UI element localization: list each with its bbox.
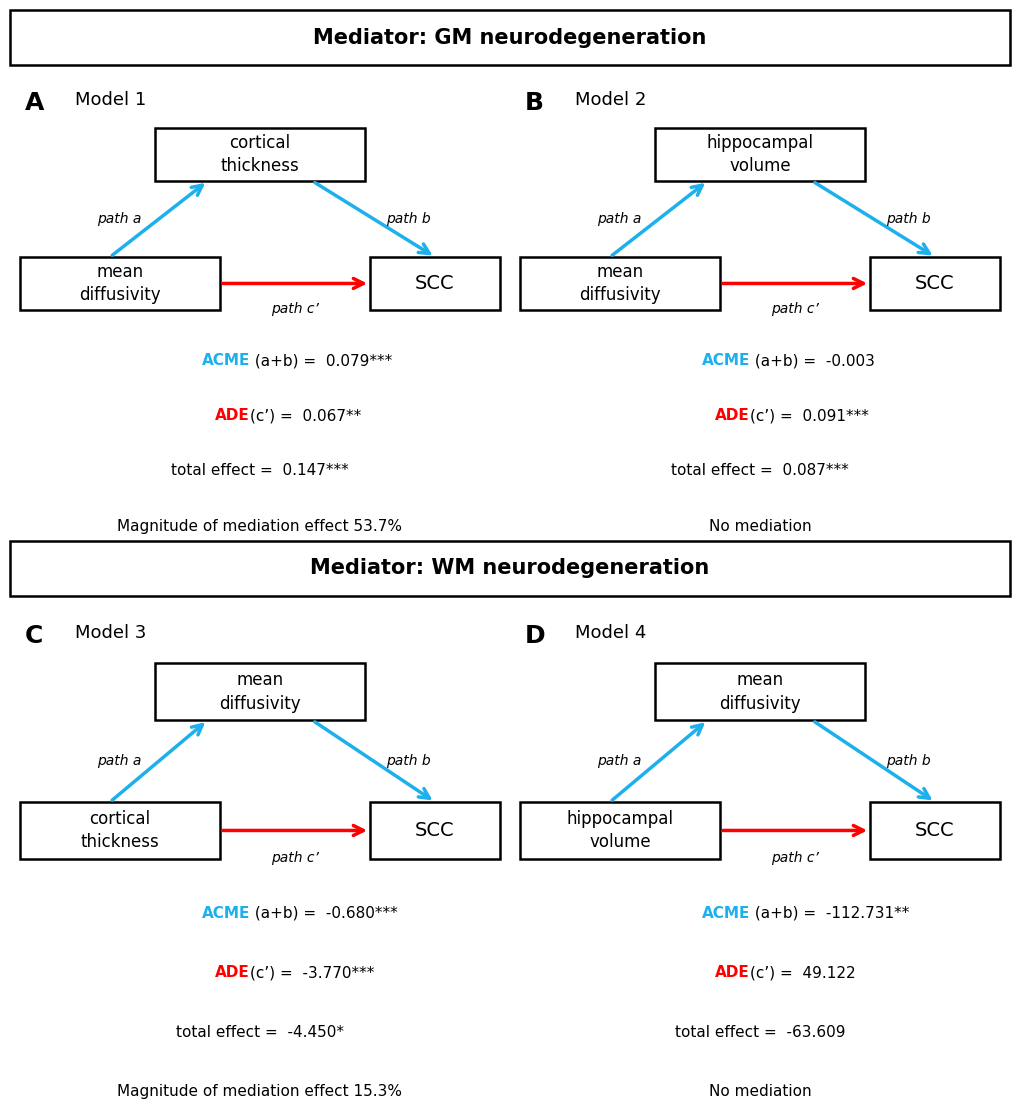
Text: path b: path b — [886, 212, 930, 226]
Text: Model 4: Model 4 — [575, 623, 646, 642]
Text: total effect =  -63.609: total effect = -63.609 — [675, 1025, 845, 1039]
Text: ADE: ADE — [714, 408, 749, 424]
Text: Mediator: GM neurodegeneration: Mediator: GM neurodegeneration — [313, 28, 706, 48]
Text: (c’) =  -3.770***: (c’) = -3.770*** — [250, 965, 374, 980]
Text: (a+b) =  -112.731**: (a+b) = -112.731** — [749, 906, 909, 920]
Text: total effect =  0.147***: total effect = 0.147*** — [171, 464, 348, 478]
Text: Magnitude of mediation effect 15.3%: Magnitude of mediation effect 15.3% — [117, 1085, 403, 1099]
Text: Mediator: WM neurodegeneration: Mediator: WM neurodegeneration — [310, 559, 709, 579]
Text: (a+b) =  -0.680***: (a+b) = -0.680*** — [250, 906, 397, 920]
Text: Magnitude of mediation effect 53.7%: Magnitude of mediation effect 53.7% — [117, 519, 403, 533]
Bar — [155, 129, 365, 181]
Text: path c’: path c’ — [770, 302, 818, 316]
Text: B: B — [525, 91, 543, 115]
Text: Model 2: Model 2 — [575, 91, 646, 110]
Bar — [155, 663, 365, 721]
Text: total effect =  -4.450*: total effect = -4.450* — [176, 1025, 343, 1039]
Bar — [10, 10, 1009, 65]
Text: SCC: SCC — [415, 274, 454, 293]
Text: C: C — [25, 623, 44, 648]
Text: path b: path b — [886, 754, 930, 769]
Text: path a: path a — [596, 754, 640, 769]
Text: ACME: ACME — [202, 353, 250, 368]
Bar — [869, 257, 999, 309]
Text: hippocampal
volume: hippocampal volume — [706, 134, 813, 175]
Text: ACME: ACME — [701, 906, 749, 920]
Bar — [20, 802, 220, 859]
Text: path c’: path c’ — [271, 851, 319, 865]
Bar — [869, 802, 999, 859]
Text: mean
diffusivity: mean diffusivity — [579, 263, 660, 304]
Text: Model 3: Model 3 — [75, 623, 147, 642]
Bar — [654, 129, 864, 181]
Text: cortical
thickness: cortical thickness — [81, 810, 159, 852]
Text: (a+b) =  -0.003: (a+b) = -0.003 — [749, 353, 874, 368]
Text: mean
diffusivity: mean diffusivity — [219, 671, 301, 713]
Text: path b: path b — [386, 212, 431, 226]
Text: total effect =  0.087***: total effect = 0.087*** — [671, 464, 848, 478]
Text: No mediation: No mediation — [708, 1085, 810, 1099]
Text: mean
diffusivity: mean diffusivity — [79, 263, 161, 304]
Text: ACME: ACME — [202, 906, 250, 920]
Bar — [370, 802, 499, 859]
Bar — [20, 257, 220, 309]
Text: hippocampal
volume: hippocampal volume — [566, 810, 673, 852]
Text: Model 1: Model 1 — [75, 91, 146, 110]
Text: (c’) =  49.122: (c’) = 49.122 — [749, 965, 855, 980]
Text: SCC: SCC — [914, 274, 954, 293]
Text: cortical
thickness: cortical thickness — [220, 134, 300, 175]
Text: ACME: ACME — [701, 353, 749, 368]
Text: ADE: ADE — [215, 408, 250, 424]
Text: SCC: SCC — [415, 821, 454, 840]
Text: No mediation: No mediation — [708, 519, 810, 533]
Text: ADE: ADE — [215, 965, 250, 980]
Text: path b: path b — [386, 754, 431, 769]
Text: path c’: path c’ — [271, 302, 319, 316]
Bar — [10, 541, 1009, 596]
Bar — [370, 257, 499, 309]
Bar — [654, 663, 864, 721]
Text: ADE: ADE — [714, 965, 749, 980]
Text: A: A — [25, 91, 45, 115]
Text: path c’: path c’ — [770, 851, 818, 865]
Text: path a: path a — [97, 212, 141, 226]
Text: mean
diffusivity: mean diffusivity — [718, 671, 800, 713]
Text: (a+b) =  0.079***: (a+b) = 0.079*** — [250, 353, 392, 368]
Bar — [520, 257, 719, 309]
Text: (c’) =  0.067**: (c’) = 0.067** — [250, 408, 361, 424]
Text: path a: path a — [97, 754, 141, 769]
Text: D: D — [525, 623, 545, 648]
Text: (c’) =  0.091***: (c’) = 0.091*** — [749, 408, 868, 424]
Text: SCC: SCC — [914, 821, 954, 840]
Bar — [520, 802, 719, 859]
Text: path a: path a — [596, 212, 640, 226]
